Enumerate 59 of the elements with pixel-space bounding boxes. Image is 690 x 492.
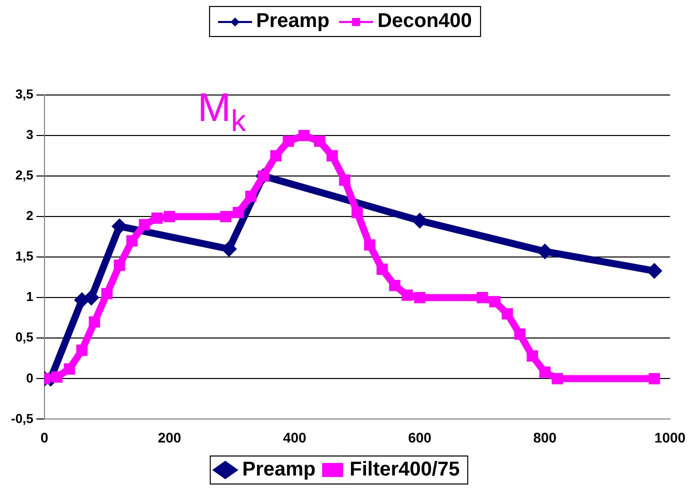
point: [270, 150, 282, 162]
x-tick-label: 600: [408, 429, 432, 446]
point: [476, 292, 488, 304]
point: [84, 291, 98, 304]
point: [164, 210, 176, 222]
x-tick-label: 800: [533, 429, 557, 446]
y-tick-label: 1,5: [15, 248, 34, 264]
point: [76, 344, 88, 356]
point: [232, 206, 244, 218]
point: [138, 219, 150, 230]
point: [112, 220, 126, 233]
point: [413, 214, 426, 228]
y-tick-label: -0,5: [10, 410, 34, 426]
y-tick-label: 1: [26, 289, 34, 304]
point: [376, 264, 388, 275]
point: [364, 239, 376, 251]
y-tick-label: 2,5: [15, 168, 34, 183]
point: [151, 212, 163, 224]
point: [648, 373, 660, 384]
x-tick-label: 400: [282, 429, 307, 446]
point: [114, 260, 126, 271]
text: Decon400: [376, 10, 472, 33]
point: [64, 363, 76, 375]
point: [220, 210, 232, 222]
point: [314, 136, 326, 147]
point: [126, 235, 138, 247]
text: Preamp: [255, 10, 330, 33]
point: [352, 206, 363, 218]
point: [282, 136, 294, 147]
point: [88, 316, 100, 328]
point: [539, 366, 550, 378]
point: [402, 290, 413, 301]
y-tick-label: 0,5: [15, 330, 34, 345]
point: [339, 174, 350, 186]
point: [502, 308, 513, 320]
y-tick-label: 0: [26, 370, 34, 386]
point: [101, 288, 113, 300]
point: [552, 373, 564, 384]
x-tick-label: 1000: [654, 429, 686, 446]
point: [514, 328, 526, 340]
y-tick-label: 2: [26, 208, 34, 224]
point: [222, 242, 236, 256]
point: [526, 350, 538, 362]
y-tick-label: 3,5: [15, 86, 34, 102]
point: [298, 130, 310, 142]
point: [389, 280, 400, 292]
point: [326, 150, 338, 162]
point: [538, 244, 552, 258]
legend-label: Filter400/75: [350, 458, 460, 481]
point: [414, 292, 426, 304]
point: [245, 190, 256, 202]
legend-label: Preamp: [242, 458, 316, 481]
point: [51, 371, 63, 383]
x-tick-label: 0: [40, 429, 48, 446]
point: [648, 264, 661, 278]
x-tick-label: 200: [158, 429, 182, 446]
y-tick-label: 3: [26, 127, 34, 142]
point: [75, 294, 88, 307]
point: [489, 296, 500, 308]
